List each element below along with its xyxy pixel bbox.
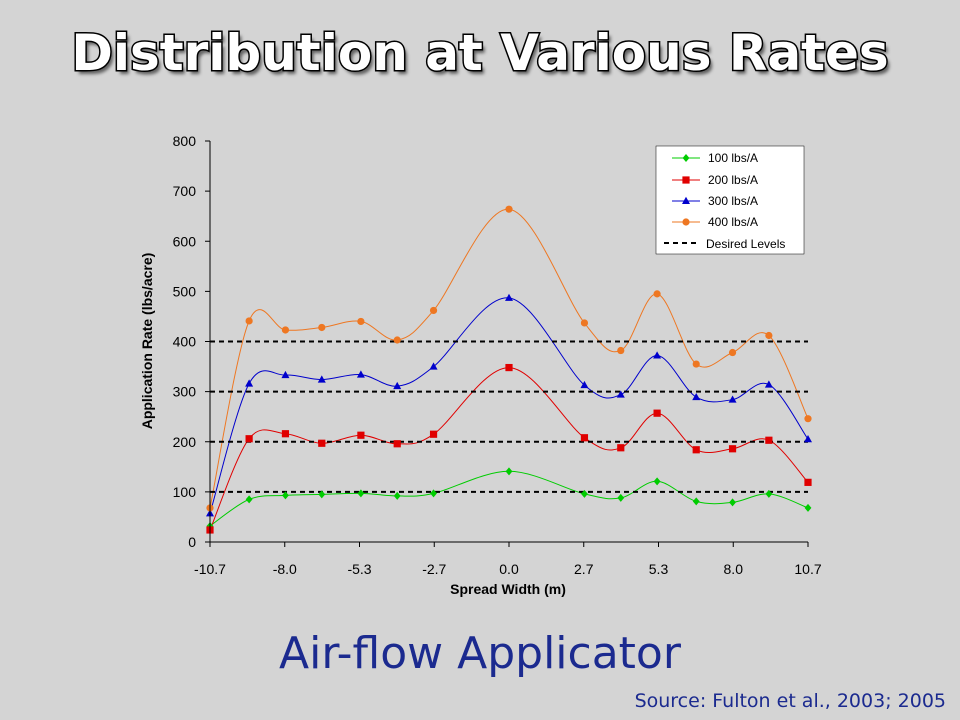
data-point <box>617 493 625 502</box>
data-point <box>281 430 290 438</box>
data-point <box>245 435 253 443</box>
data-point <box>617 444 625 452</box>
data-point <box>653 351 662 359</box>
data-point <box>617 346 625 355</box>
data-point <box>505 293 513 301</box>
series-markers <box>206 205 812 534</box>
data-point <box>581 489 588 498</box>
data-point <box>653 409 661 417</box>
chart-legend: 100 lbs/A 200 lbs/A 300 lbs/A 400 lbs/A Desi… <box>655 145 805 255</box>
legend-label: 400 lbs/A <box>708 215 758 229</box>
data-point <box>429 430 438 438</box>
slide-subtitle: Air-flow Applicator <box>279 628 681 679</box>
data-point <box>430 489 437 498</box>
y-tick-label: 300 <box>173 384 197 400</box>
legend-marker <box>682 196 690 204</box>
data-point <box>245 379 254 387</box>
x-tick-label: 2.7 <box>574 561 594 577</box>
slide-title: Distribution at Various Rates <box>70 23 890 84</box>
data-point <box>728 395 737 403</box>
x-tick-label: -10.7 <box>194 561 226 577</box>
y-tick-label: 200 <box>173 434 197 450</box>
legend-marker <box>682 154 690 162</box>
data-point <box>765 436 773 444</box>
legend-label: Desired Levels <box>706 237 785 251</box>
legend-box <box>655 145 805 255</box>
legend-label: 300 lbs/A <box>708 194 758 208</box>
y-tick-label: 800 <box>173 133 197 149</box>
y-tick-label: 100 <box>173 484 197 500</box>
legend-label: 200 lbs/A <box>708 173 758 187</box>
data-point <box>393 491 401 500</box>
data-point <box>281 326 290 334</box>
data-point <box>393 381 402 390</box>
y-tick-label: 600 <box>173 233 197 249</box>
desired-level-lines <box>210 340 808 493</box>
series-line <box>209 470 809 527</box>
source-citation: Source: Fulton et al., 2003; 2005 <box>634 690 946 712</box>
data-point <box>318 490 326 499</box>
y-tick-label: 0 <box>188 534 196 550</box>
data-point <box>764 380 773 388</box>
data-point <box>653 477 661 486</box>
y-tick-label: 500 <box>173 283 197 299</box>
data-point <box>580 380 589 389</box>
x-tick-label: -5.3 <box>347 561 371 577</box>
data-point <box>317 375 326 383</box>
data-point <box>765 489 773 498</box>
data-point <box>580 434 589 442</box>
data-point <box>804 478 812 486</box>
data-point <box>393 440 401 448</box>
data-point <box>580 319 589 327</box>
y-tick-label: 700 <box>173 183 197 199</box>
x-axis-title: Spread Width (m) <box>450 581 566 597</box>
data-point <box>804 415 812 423</box>
data-point <box>765 331 773 340</box>
data-point <box>804 503 812 512</box>
legend-marker <box>682 218 690 226</box>
y-axis-title: Application Rate (lbs/acre) <box>139 253 155 430</box>
data-point <box>653 290 661 298</box>
data-point <box>804 435 812 443</box>
data-point <box>245 317 253 325</box>
x-tick-label: 10.7 <box>794 561 821 577</box>
x-tick-label: 5.3 <box>649 561 669 577</box>
data-point <box>729 498 736 507</box>
x-tick-label: -2.7 <box>422 561 446 577</box>
data-point <box>728 348 737 357</box>
data-point <box>357 431 365 439</box>
data-point <box>282 491 289 500</box>
y-tick-label: 400 <box>173 334 197 350</box>
data-point <box>616 390 625 398</box>
data-point <box>728 445 737 453</box>
data-point <box>692 392 701 401</box>
x-tick-label: 8.0 <box>724 561 744 577</box>
data-point <box>429 306 438 315</box>
legend-marker <box>682 176 690 184</box>
x-tick-label: 0.0 <box>499 561 519 577</box>
data-point <box>318 439 326 447</box>
data-point <box>318 323 326 332</box>
data-point <box>393 336 401 344</box>
data-point <box>357 489 365 498</box>
data-point <box>429 362 438 370</box>
data-point <box>357 317 365 326</box>
data-point <box>505 205 513 213</box>
data-point <box>505 363 513 372</box>
data-point <box>692 360 700 368</box>
data-point <box>692 497 700 506</box>
data-point <box>245 495 253 504</box>
data-point <box>505 467 513 476</box>
x-tick-label: -8.0 <box>273 561 297 577</box>
data-point <box>281 370 290 379</box>
data-point <box>692 446 700 454</box>
data-point <box>356 370 365 378</box>
chart-axes: 0 100 200 300 400 500 600 700 800 -10.7 -8.0 -5.3 -2… <box>173 133 822 577</box>
legend-label: 100 lbs/A <box>708 151 758 165</box>
